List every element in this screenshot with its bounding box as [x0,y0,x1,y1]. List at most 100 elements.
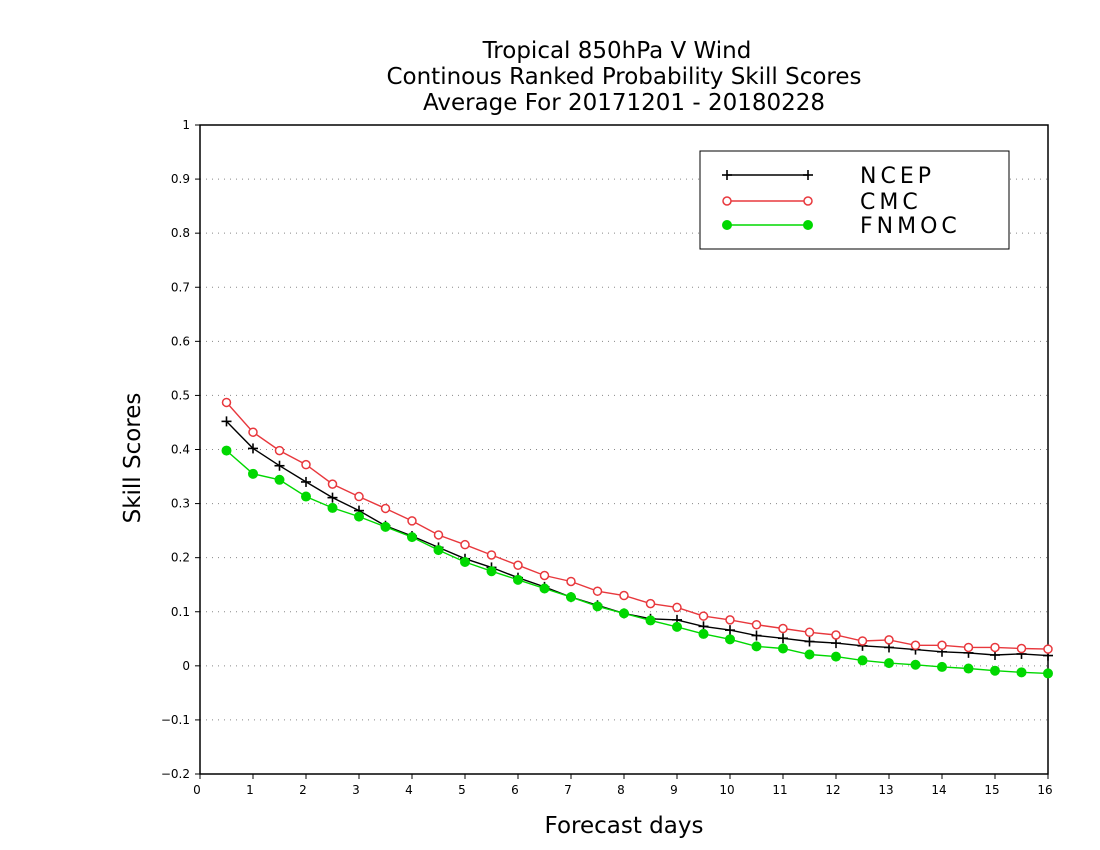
data-point [433,530,444,540]
data-point [937,640,947,651]
data-point [592,586,603,596]
y-tick-label: −0.2 [161,767,190,781]
x-tick-label: 4 [405,783,413,797]
data-point [486,550,497,560]
data-point [248,427,258,437]
data-point [831,630,841,640]
data-point [619,590,629,601]
x-tick-label: 16 [1037,783,1052,797]
chart-title-line-2: Continous Ranked Probability Skill Score… [386,64,861,90]
data-point [1043,668,1053,679]
data-point [1016,643,1027,654]
series-fnmoc [221,445,1053,679]
data-point [380,521,391,532]
data-point [725,634,735,645]
legend-label: NCEP [860,164,935,189]
series-cmc [221,397,1053,654]
x-tick-label: 2 [299,783,307,797]
data-point [513,560,523,570]
data-point [274,474,285,485]
data-point [221,445,232,456]
data-point [645,598,656,609]
data-point [274,445,285,456]
data-point [221,397,232,408]
y-tick-label: 0.6 [171,334,190,348]
grid [200,178,1048,721]
data-point [539,583,550,594]
data-point [460,539,470,550]
data-point [698,628,709,639]
data-point [539,570,550,581]
data-point [248,468,258,479]
data-point [963,642,974,653]
data-point [407,516,417,526]
data-point [698,611,709,621]
y-tick-label: 0.4 [171,443,190,457]
legend-entry-ncep: NCEP [722,164,935,189]
legend-label: CMC [860,190,922,215]
x-tick-label: 6 [511,783,519,797]
data-point [831,651,841,662]
x-tick-label: 7 [564,783,572,797]
legend-entry-cmc: CMC [722,190,922,215]
x-tick-label: 8 [617,783,625,797]
data-point [910,640,921,651]
x-tick-label: 11 [772,783,787,797]
data-point [672,602,682,613]
x-tick-label: 1 [246,783,254,797]
data-point [803,220,813,230]
data-point [513,574,523,585]
x-tick-label: 13 [878,783,893,797]
data-point [486,566,497,577]
data-point [884,635,894,645]
x-tick-label: 9 [670,783,678,797]
data-point [751,619,762,630]
y-axis-title: Skill Scores [120,393,146,524]
x-tick-label: 12 [825,783,840,797]
y-tick-label: −0.1 [161,713,190,727]
data-point [778,623,788,634]
data-point [857,655,868,666]
data-point [803,196,813,206]
y-tick-label: 0.9 [171,172,190,186]
data-point [327,502,338,513]
data-point [722,196,732,206]
x-tick-label: 15 [984,783,999,797]
axis-ticks: −0.2−0.100.10.20.30.40.50.60.70.80.910 1 2… [161,118,1053,797]
data-point [407,532,417,543]
data-point [354,511,364,522]
data-point [722,220,732,230]
legend-box [699,150,1010,250]
data-point [857,636,868,646]
y-tick-label: 0.2 [171,551,190,565]
chart-title-line-1: Tropical 850hPa V Wind [482,38,752,64]
x-tick-label: 5 [458,783,466,797]
y-tick-label: 0.1 [171,605,190,619]
series-line [225,401,1049,650]
data-point [619,608,629,619]
x-axis-title: Forecast days [545,813,704,839]
data-point [1016,667,1027,678]
x-tick-label: 3 [352,783,360,797]
data-point [592,601,603,612]
data-point [301,459,311,470]
data-point [566,576,576,587]
y-tick-label: 0.7 [171,280,190,294]
data-point [566,592,576,603]
data-point [804,627,815,638]
chart-titles: Tropical 850hPa V Wind Continous Ranked … [386,38,861,116]
data-point [884,658,894,669]
data-point [380,503,391,514]
data-point [778,643,788,654]
data-point [937,661,947,672]
x-tick-label: 0 [193,783,201,797]
data-point [327,479,338,489]
x-tick-label: 10 [719,783,734,797]
series-ncep [221,416,1053,661]
data-point [963,663,974,674]
legend-entry-fnmoc: FNMOC [722,214,957,239]
data-point [645,615,656,626]
data-point [460,556,470,567]
